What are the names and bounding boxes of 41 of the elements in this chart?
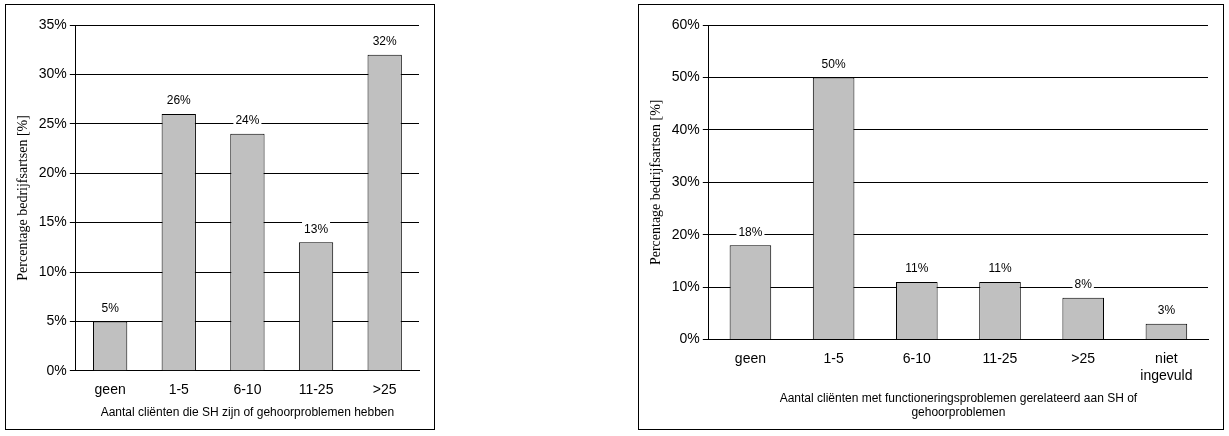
data-label: 11% (988, 261, 1012, 276)
x-tick-label: >25 (372, 381, 397, 398)
y-tick-label: 15% (38, 213, 67, 230)
data-label: 11% (905, 261, 929, 276)
data-label: 13% (304, 221, 329, 236)
y-tick-label: 60% (671, 15, 700, 32)
y-axis-title: Percentage bedrijfsartsen [%] (648, 99, 664, 266)
y-tick-label: 40% (671, 120, 700, 137)
data-label: 8% (1074, 276, 1093, 291)
y-tick-label: 5% (46, 312, 67, 329)
x-tick-label: 11-25 (298, 381, 334, 398)
data-label: 24% (235, 112, 260, 127)
x-axis-title: Aantal cliënten die SH zijn of gehoorproblemen hebben (100, 405, 395, 420)
x-tick-label: geen (734, 349, 766, 366)
x-tick-label: 11-25 (982, 349, 1018, 366)
data-label: 50% (821, 56, 846, 71)
y-tick-label: 20% (671, 225, 700, 242)
data-label: 18% (738, 224, 763, 239)
y-tick-label: 50% (671, 68, 700, 85)
x-tick-label: 1-5 (823, 349, 844, 366)
y-tick-label: 0% (679, 330, 700, 347)
data-label: 5% (101, 300, 120, 315)
x-tick-label: >25 (1071, 349, 1096, 366)
y-tick-label: 0% (46, 361, 67, 378)
data-label: 26% (166, 93, 192, 108)
x-tick-label: geen (94, 381, 126, 398)
x-tick-label: 6-10 (233, 381, 262, 398)
x-tick-label: 6-10 (902, 349, 932, 366)
data-label: 32% (372, 33, 398, 48)
y-tick-label: 35% (38, 15, 67, 32)
y-tick-label: 20% (38, 164, 67, 181)
y-tick-label: 10% (38, 262, 67, 279)
x-tick-label: 1-5 (168, 381, 190, 398)
x-tick-label: niet ingevuld (1140, 349, 1193, 383)
x-axis-title: Aantal cliënten met functioneringsproblemen gerelateerd aan SH of gehoorproblemen (779, 390, 1138, 420)
data-label: 3% (1157, 303, 1176, 318)
y-tick-label: 30% (671, 173, 700, 190)
y-tick-label: 30% (38, 65, 67, 82)
y-tick-label: 10% (671, 278, 700, 295)
y-tick-label: 25% (38, 114, 67, 131)
y-axis-title: Percentage bedrijfsartsen [%] (15, 115, 31, 281)
